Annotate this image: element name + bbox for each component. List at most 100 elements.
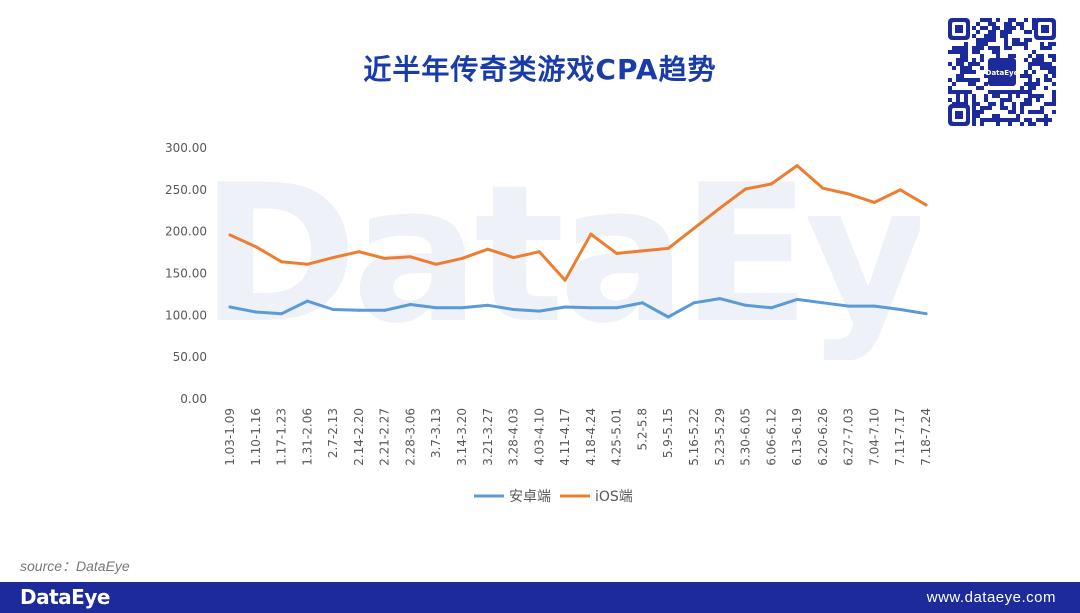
legend-label: 安卓端	[509, 489, 551, 505]
x-tick-label: 6.13-6.19	[790, 408, 804, 466]
data-point	[305, 299, 309, 303]
data-point	[924, 203, 928, 207]
data-point	[486, 247, 490, 251]
x-tick-label: 2.14-2.20	[352, 408, 366, 466]
data-point	[408, 255, 412, 259]
data-point	[640, 301, 644, 305]
data-point	[821, 301, 825, 305]
data-point	[357, 308, 361, 312]
data-point	[847, 304, 851, 308]
data-point	[486, 303, 490, 307]
x-tick-label: 7.04-7.10	[867, 408, 881, 466]
data-point	[872, 200, 876, 204]
x-tick-label: 1.31-2.06	[300, 408, 314, 466]
data-point	[460, 306, 464, 310]
data-point	[898, 307, 902, 311]
y-tick-label: 200.00	[165, 225, 207, 239]
x-tick-label: 1.03-1.09	[223, 408, 237, 466]
x-tick-label: 3.14-3.20	[455, 408, 469, 466]
data-point	[537, 309, 541, 313]
data-point	[589, 232, 593, 236]
data-point	[331, 307, 335, 311]
x-tick-label: 6.06-6.12	[764, 408, 778, 466]
data-point	[692, 301, 696, 305]
data-point	[666, 246, 670, 250]
x-tick-label: 2.7-2.13	[326, 408, 340, 458]
data-point	[305, 262, 309, 266]
data-point	[615, 306, 619, 310]
legend-label: iOS端	[595, 489, 633, 505]
x-tick-label: 2.21-2.27	[378, 408, 392, 466]
x-tick-label: 1.17-1.23	[275, 408, 289, 466]
data-point	[280, 260, 284, 264]
data-point	[718, 297, 722, 301]
x-tick-label: 5.23-5.29	[713, 408, 727, 466]
x-tick-label: 5.2-5.8	[635, 408, 649, 451]
data-point	[460, 256, 464, 260]
footer-bar: DataEye www.dataeye.com	[0, 582, 1080, 613]
data-point	[280, 312, 284, 316]
data-point	[512, 307, 516, 311]
data-point	[718, 206, 722, 210]
data-point	[537, 250, 541, 254]
x-tick-label: 7.18-7.24	[919, 408, 933, 466]
data-point	[228, 305, 232, 309]
x-tick-label: 5.16-5.22	[687, 408, 701, 466]
series-line-android	[228, 297, 928, 319]
x-tick-label: 2.28-3.06	[403, 408, 417, 466]
line-chart: 0.0050.00100.00150.00200.00250.00300.00 …	[165, 141, 933, 505]
qr-code-icon: DataEye	[948, 18, 1056, 126]
x-tick-label: 6.20-6.26	[816, 408, 830, 466]
y-tick-label: 250.00	[165, 183, 207, 197]
x-tick-label: 3.28-4.03	[507, 408, 521, 466]
series-line-ios	[228, 164, 928, 282]
data-point	[434, 262, 438, 266]
footer-logo: DataEye	[20, 585, 110, 609]
data-point	[872, 304, 876, 308]
data-point	[228, 233, 232, 237]
data-point	[563, 305, 567, 309]
source-note: source：DataEye	[20, 558, 130, 574]
x-tick-label: 4.25-5.01	[610, 408, 624, 466]
data-point	[615, 251, 619, 255]
data-point	[383, 308, 387, 312]
data-point	[254, 310, 258, 314]
y-tick-label: 50.00	[173, 350, 207, 364]
x-tick-label: 6.27-7.03	[842, 408, 856, 466]
y-tick-label: 300.00	[165, 141, 207, 155]
data-point	[254, 245, 258, 249]
y-tick-label: 0.00	[180, 392, 207, 406]
x-tick-label: 1.10-1.16	[249, 408, 263, 466]
data-point	[640, 249, 644, 253]
data-point	[512, 256, 516, 260]
data-point	[434, 306, 438, 310]
data-point	[589, 306, 593, 310]
x-tick-label: 5.30-6.05	[739, 408, 753, 466]
data-point	[924, 312, 928, 316]
data-point	[408, 302, 412, 306]
footer-url[interactable]: www.dataeye.com	[926, 589, 1056, 606]
data-point	[769, 306, 773, 310]
x-tick-label: 4.18-4.24	[584, 408, 598, 466]
data-point	[769, 182, 773, 186]
data-point	[847, 192, 851, 196]
x-tick-label: 3.7-3.13	[429, 408, 443, 458]
data-point	[666, 315, 670, 319]
x-tick-label: 4.11-4.17	[558, 408, 572, 466]
qr-center-label: DataEye	[986, 69, 1019, 77]
x-tick-label: 5.9-5.15	[661, 408, 675, 458]
x-tick-label: 4.03-4.10	[532, 408, 546, 466]
page-title: 近半年传奇类游戏CPA趋势	[363, 53, 717, 86]
data-point	[357, 250, 361, 254]
data-point	[331, 256, 335, 260]
data-point	[744, 303, 748, 307]
data-point	[744, 187, 748, 191]
data-point	[383, 256, 387, 260]
data-point	[795, 164, 799, 168]
data-point	[821, 186, 825, 190]
x-tick-label: 7.11-7.17	[893, 408, 907, 466]
data-point	[563, 278, 567, 282]
data-point	[898, 188, 902, 192]
y-tick-label: 150.00	[165, 267, 207, 281]
x-tick-label: 3.21-3.27	[481, 408, 495, 466]
